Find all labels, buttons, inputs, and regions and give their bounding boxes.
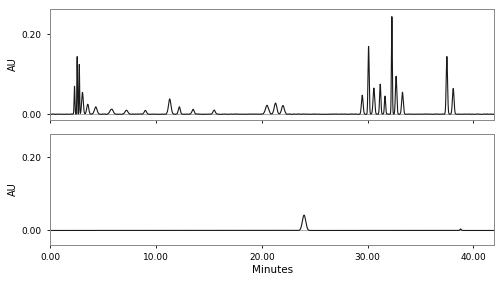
Y-axis label: AU: AU bbox=[8, 58, 18, 71]
Y-axis label: AU: AU bbox=[8, 182, 18, 196]
X-axis label: Minutes: Minutes bbox=[252, 265, 292, 275]
